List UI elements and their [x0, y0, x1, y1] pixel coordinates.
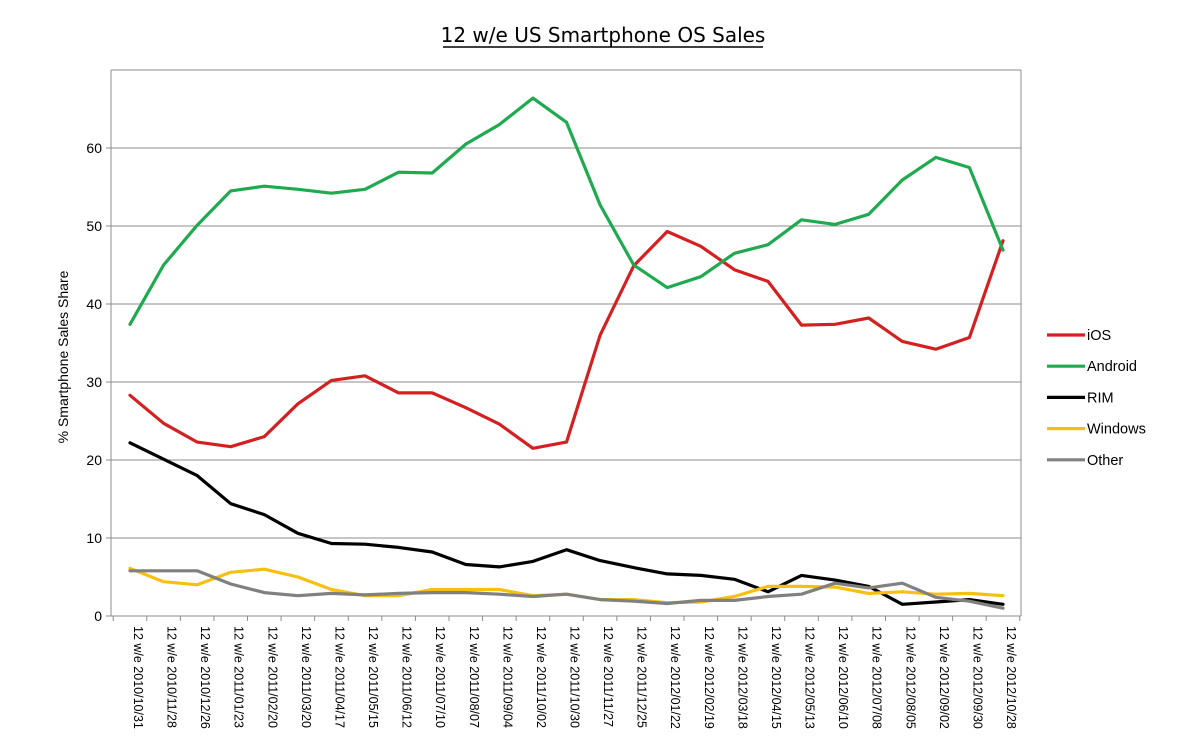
x-tick-label: 12 w/e 2011/10/30 [568, 626, 582, 728]
x-tick-label: 12 w/e 2011/05/15 [366, 626, 380, 728]
x-tick-labels: 12 w/e 2010/10/31 12 w/e 2010/11/28 12 w/e… [131, 626, 1018, 729]
legend: iOS Android RIM Windows Other [1047, 328, 1146, 469]
x-tick-label: 12 w/e 2012/09/30 [970, 626, 984, 729]
x-tick-label: 12 w/e 2012/09/02 [937, 626, 951, 729]
y-tick-label: 20 [86, 452, 102, 468]
chart-title: 12 w/e US Smartphone OS Sales [441, 23, 766, 47]
y-tick-label: 0 [94, 608, 102, 624]
legend-label-android: Android [1087, 359, 1137, 375]
x-tick-label: 12 w/e 2012/05/13 [803, 626, 817, 729]
series-line-android [128, 96, 1005, 326]
y-axis-label: % Smartphone Sales Share [55, 270, 71, 443]
x-tick-label: 12 w/e 2010/11/28 [165, 626, 179, 728]
series-line-ios [128, 229, 1005, 450]
y-tick-label: 60 [86, 140, 102, 156]
x-tick-label: 12 w/e 2012/03/18 [735, 626, 749, 729]
series-lines [128, 96, 1005, 610]
x-tick-label: 12 w/e 2011/03/20 [299, 626, 313, 728]
x-tick-label: 12 w/e 2012/07/08 [870, 626, 884, 729]
x-tick-label: 12 w/e 2011/09/04 [500, 626, 514, 728]
x-tick-label: 12 w/e 2011/08/07 [467, 626, 481, 728]
x-tick-label: 12 w/e 2011/04/17 [332, 626, 346, 728]
legend-label-windows: Windows [1087, 422, 1146, 438]
x-tick-label: 12 w/e 2011/02/20 [265, 626, 279, 728]
y-tick-label: 40 [86, 296, 102, 312]
axes [106, 70, 1022, 621]
x-tick-label: 12 w/e 2012/08/05 [903, 626, 917, 729]
x-tick-label: 12 w/e 2011/01/23 [232, 626, 246, 728]
legend-label-ios: iOS [1087, 328, 1111, 344]
y-tick-label: 30 [86, 374, 102, 390]
x-tick-label: 12 w/e 2011/07/10 [433, 626, 447, 728]
x-tick-label: 12 w/e 2010/12/26 [198, 626, 212, 729]
series-line-rim [128, 441, 1005, 606]
x-tick-label: 12 w/e 2011/11/27 [601, 626, 615, 727]
gridlines [111, 69, 1021, 539]
series-line-windows [128, 566, 1005, 605]
x-tick-label: 12 w/e 2011/10/02 [534, 626, 548, 728]
legend-label-other: Other [1087, 453, 1123, 469]
legend-label-rim: RIM [1087, 390, 1114, 406]
y-tick-label: 10 [86, 530, 102, 546]
x-tick-label: 12 w/e 2012/02/19 [702, 626, 716, 729]
series-line-other [128, 569, 1005, 610]
y-tick-label: 50 [86, 218, 102, 234]
x-tick-label: 12 w/e 2012/06/10 [836, 626, 850, 729]
x-tick-label: 12 w/e 2012/01/22 [668, 626, 682, 729]
x-tick-label: 12 w/e 2012/04/15 [769, 626, 783, 729]
x-tick-label: 12 w/e 2011/12/25 [635, 626, 649, 728]
x-tick-label: 12 w/e 2010/10/31 [131, 626, 145, 729]
x-tick-label: 12 w/e 2012/10/28 [1004, 626, 1018, 729]
y-tick-labels: 0 10 20 30 40 50 60 [86, 140, 102, 624]
x-tick-label: 12 w/e 2011/06/12 [400, 626, 414, 728]
